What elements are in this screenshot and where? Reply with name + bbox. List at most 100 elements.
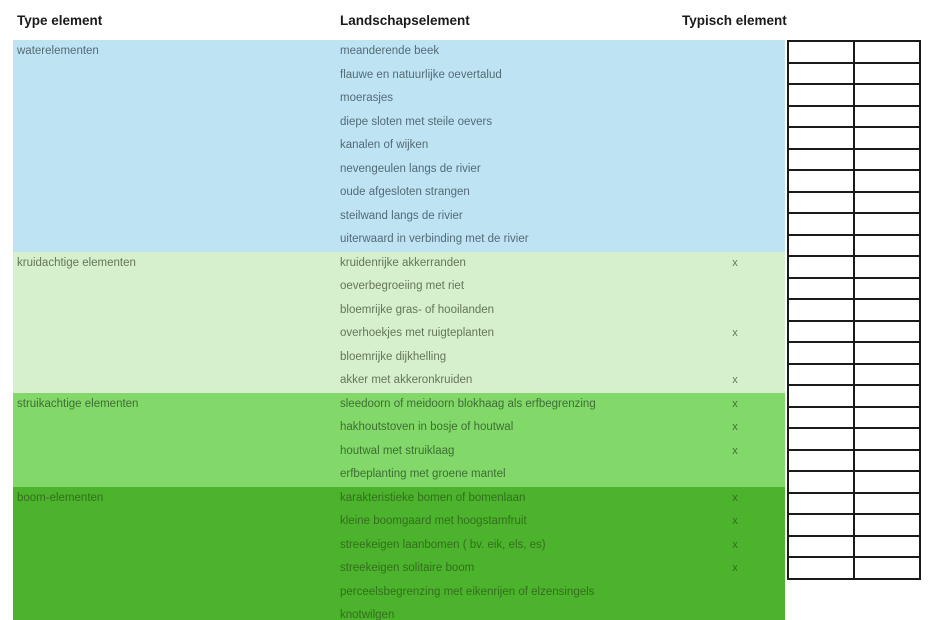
landschap-row: bloemrijke dijkhelling: [13, 346, 785, 370]
typisch-mark: x: [732, 515, 738, 527]
answer-cell[interactable]: [855, 63, 919, 83]
answer-cell[interactable]: [855, 472, 919, 492]
landschapselement-label: streekeigen laanbomen ( bv. eik, els, es…: [340, 538, 546, 551]
landschap-row: nevengeulen langs de rivier: [13, 158, 785, 182]
landschap-row: streekeigen laanbomen ( bv. eik, els, es…: [13, 534, 785, 558]
answer-cell[interactable]: [789, 149, 853, 169]
answer-cell[interactable]: [789, 214, 853, 234]
landschapselement-label: overhoekjes met ruigteplanten: [340, 327, 495, 339]
answer-cell[interactable]: [855, 42, 919, 62]
landschap-row: waterelementen meanderende beek: [13, 40, 785, 64]
answer-cell[interactable]: [855, 278, 919, 298]
typisch-mark: x: [732, 374, 738, 386]
type-element-label: boom-elementen: [17, 491, 104, 504]
answer-cell[interactable]: [789, 106, 853, 126]
answer-cell[interactable]: [855, 214, 919, 234]
answer-cell[interactable]: [789, 85, 853, 105]
answer-cell[interactable]: [789, 364, 853, 384]
answer-cell[interactable]: [855, 407, 919, 427]
type-element-label: kruidachtige elementen: [17, 256, 136, 269]
landschapselement-label: oude afgesloten strangen: [340, 186, 470, 198]
answer-cell[interactable]: [855, 515, 919, 535]
landschapselement-label: nevengeulen langs de rivier: [340, 162, 481, 175]
landschapselement-label: flauwe en natuurlijke oevertalud: [340, 68, 502, 81]
answer-cell[interactable]: [855, 386, 919, 406]
answer-cell[interactable]: [789, 343, 853, 363]
answer-cell[interactable]: [789, 257, 853, 277]
answer-cell[interactable]: [855, 235, 919, 255]
landschap-row: kleine boomgaard met hoogstamfruit x: [13, 510, 785, 534]
landschapselement-label: karakteristieke bomen of bomenlaan: [340, 491, 526, 504]
landschap-row: diepe sloten met steile oevers: [13, 111, 785, 135]
answer-cell[interactable]: [855, 536, 919, 556]
answer-cell[interactable]: [789, 515, 853, 535]
answer-cell[interactable]: [789, 450, 853, 470]
landschapselement-label: akker met akkeronkruiden: [340, 374, 473, 386]
answer-cell[interactable]: [789, 321, 853, 341]
section-boom-elementen: boom-elementen karakteristieke bomen of b…: [13, 486, 785, 620]
landschapselement-label: houtwal met struiklaag: [340, 444, 455, 457]
landschapselement-label: hakhoutstoven in bosje of houtwal: [340, 421, 514, 433]
section-kruidachtige-elementen: kruidachtige elementen kruidenrijke akker…: [13, 251, 785, 393]
answer-cell[interactable]: [855, 106, 919, 126]
landschap-row: kanalen of wijken: [13, 134, 785, 158]
landschapselement-label: kleine boomgaard met hoogstamfruit: [340, 515, 527, 527]
landschap-row: perceelsbegrenzing met eikenrijen of elz…: [13, 581, 785, 605]
landschapselement-label: diepe sloten met steile oevers: [340, 115, 493, 128]
answer-cell[interactable]: [789, 278, 853, 298]
landschap-row: steilwand langs de rivier: [13, 205, 785, 229]
answer-cell[interactable]: [789, 558, 853, 578]
answer-cell[interactable]: [855, 85, 919, 105]
landschapselement-label: perceelsbegrenzing met eikenrijen of elz…: [340, 585, 595, 598]
landschapselement-label: meanderende beek: [340, 45, 440, 57]
answer-cell[interactable]: [789, 429, 853, 449]
answer-cell[interactable]: [789, 472, 853, 492]
answer-cell[interactable]: [855, 321, 919, 341]
landschapselement-label: moerasjes: [340, 92, 394, 104]
answer-cell[interactable]: [789, 128, 853, 148]
answer-cell[interactable]: [855, 493, 919, 513]
landschapselement-label: kanalen of wijken: [340, 139, 429, 151]
section-struikachtige-elementen: struikachtige elementen sleedoorn of meid…: [13, 392, 785, 487]
answer-cell[interactable]: [855, 364, 919, 384]
answer-cell[interactable]: [789, 171, 853, 191]
answer-cell[interactable]: [789, 407, 853, 427]
landschap-row: erfbeplanting met groene mantel: [13, 463, 785, 487]
answer-cell[interactable]: [789, 300, 853, 320]
answer-cell[interactable]: [855, 429, 919, 449]
answer-cell[interactable]: [789, 386, 853, 406]
landschap-row: uiterwaard in verbinding met de rivier: [13, 228, 785, 252]
typisch-mark: x: [732, 491, 738, 504]
answer-cell[interactable]: [855, 171, 919, 191]
answer-cell[interactable]: [855, 192, 919, 212]
answer-cell[interactable]: [789, 63, 853, 83]
answer-cell[interactable]: [855, 149, 919, 169]
answer-cell[interactable]: [789, 192, 853, 212]
typisch-mark: x: [732, 444, 738, 457]
answer-cell[interactable]: [789, 536, 853, 556]
answer-cell[interactable]: [855, 343, 919, 363]
landschapselement-label: streekeigen solitaire boom: [340, 562, 475, 574]
landschapselement-label: erfbeplanting met groene mantel: [340, 468, 506, 480]
landschap-row: hakhoutstoven in bosje of houtwal x: [13, 416, 785, 440]
typisch-mark: x: [732, 421, 738, 433]
answer-cell[interactable]: [789, 42, 853, 62]
answer-cell[interactable]: [789, 493, 853, 513]
landschapselement-label: kruidenrijke akkerranden: [340, 256, 466, 269]
landschap-row: houtwal met struiklaag x: [13, 440, 785, 464]
answer-cell[interactable]: [855, 128, 919, 148]
landschap-row: boom-elementen karakteristieke bomen of b…: [13, 487, 785, 511]
landschap-row: knotwilgen: [13, 604, 785, 620]
typisch-mark: x: [732, 397, 738, 410]
answer-cell[interactable]: [855, 450, 919, 470]
answer-cell[interactable]: [855, 558, 919, 578]
typisch-mark: x: [732, 327, 738, 339]
answer-cell[interactable]: [789, 235, 853, 255]
type-element-label: struikachtige elementen: [17, 397, 139, 410]
column-header-landschapselement: Landschapselement: [340, 13, 470, 28]
answer-cell[interactable]: [855, 300, 919, 320]
typisch-mark: x: [732, 256, 738, 269]
answer-cell[interactable]: [855, 257, 919, 277]
landschap-row: struikachtige elementen sleedoorn of meid…: [13, 393, 785, 417]
